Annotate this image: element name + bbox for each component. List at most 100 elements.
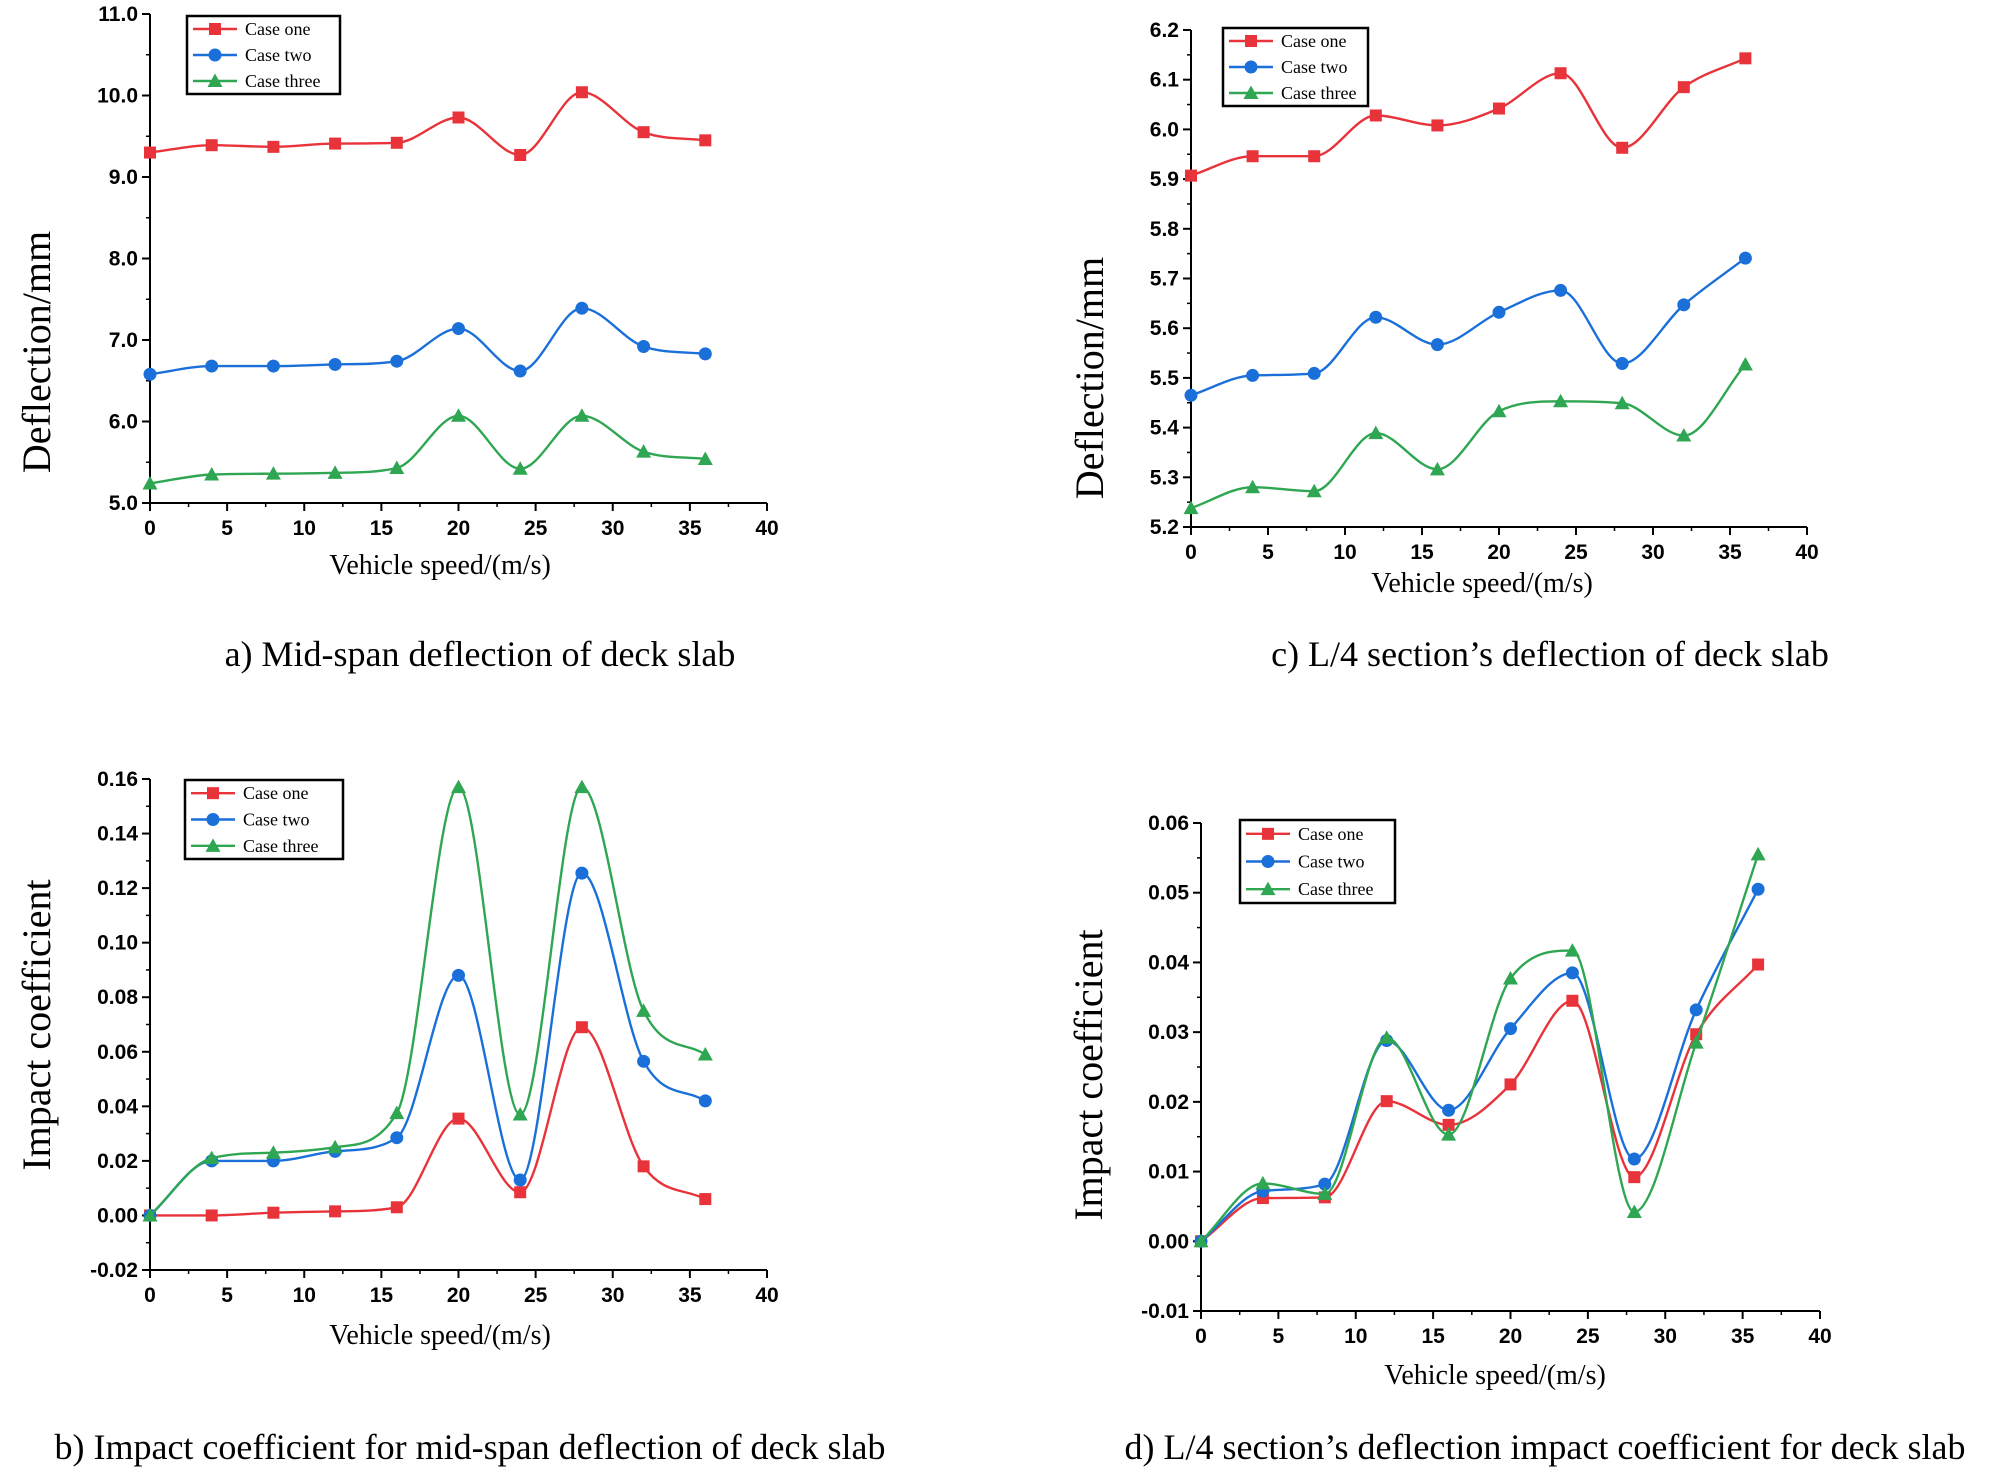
data-point-triangle: [574, 779, 590, 794]
series-case-one: [144, 1021, 712, 1222]
series-case-three: [1193, 846, 1766, 1248]
data-point-circle: [575, 866, 589, 880]
x-tick-label: 35: [678, 1284, 702, 1307]
data-point-triangle: [512, 461, 528, 475]
y-axis-title: Impact coefficient: [14, 879, 59, 1170]
data-point-circle: [1307, 366, 1321, 380]
y-tick-label: 6.0: [1150, 118, 1179, 141]
y-tick-label: 5.7: [1150, 268, 1179, 291]
series-line: [149, 414, 706, 485]
x-tick-label: 40: [755, 517, 778, 540]
x-tick-label: 35: [1731, 1325, 1755, 1348]
x-tick-label: 15: [370, 517, 394, 540]
legend-marker-square: [209, 23, 221, 35]
data-point-square: [1185, 169, 1197, 182]
data-point-triangle: [1676, 428, 1692, 442]
data-point-triangle: [697, 1047, 713, 1061]
chart-panel-c: 5.2 5.3 5.4 5.5 5.6 5.7 5.8 5.9 6.0 6.1 6.2 0 5 10 15 2…: [1067, 19, 1829, 674]
data-point-triangle: [1688, 1035, 1704, 1049]
legend: Case one Case two Case three: [183, 778, 345, 861]
legend-label: Case three: [245, 71, 320, 91]
data-point-square: [575, 1021, 588, 1034]
legend-label: Case one: [1298, 824, 1363, 844]
data-point-square: [1442, 1118, 1455, 1131]
y-tick-label: 0.10: [97, 932, 138, 955]
data-point-square: [1493, 102, 1505, 115]
data-point-triangle: [204, 1150, 220, 1165]
data-point-square: [452, 111, 465, 124]
x-tick-label: 10: [293, 1284, 316, 1307]
panel-caption: b) Impact coefficient for mid-span defle…: [54, 1427, 885, 1467]
series-case-three: [1183, 356, 1753, 515]
legend-label: Case two: [245, 45, 312, 65]
series-line: [1200, 854, 1760, 1243]
data-point-square: [1504, 1078, 1517, 1091]
x-tick-label: 15: [1421, 1325, 1445, 1348]
data-point-triangle: [1183, 500, 1199, 515]
data-point-circle: [1184, 388, 1198, 402]
y-tick-label: 5.0: [109, 492, 138, 515]
x-tick-label: 10: [1333, 541, 1356, 564]
data-point-square: [267, 140, 280, 153]
y-tick-label: 0.14: [97, 823, 138, 846]
legend-label: Case three: [1281, 83, 1356, 103]
data-point-circle: [1318, 1177, 1332, 1191]
data-point-triangle: [204, 466, 220, 481]
y-tick-label: 0.04: [97, 1095, 138, 1118]
data-point-circle: [698, 347, 712, 361]
data-point-triangle: [1317, 1186, 1333, 1200]
data-point-square: [1616, 141, 1629, 154]
data-point-square: [1554, 67, 1567, 80]
data-point-triangle: [389, 1105, 405, 1120]
data-point-square: [514, 148, 527, 161]
data-point-triangle: [327, 1139, 343, 1154]
x-tick-label: 5: [221, 1284, 233, 1307]
data-point-circle: [205, 359, 219, 373]
x-tick-label: 5: [1273, 1325, 1285, 1348]
x-tick-label: 0: [144, 517, 156, 540]
x-tick-label: 15: [370, 1284, 394, 1307]
data-point-circle: [513, 364, 527, 378]
x-tick-label: 20: [447, 1284, 470, 1307]
series-case-three: [142, 779, 713, 1222]
data-point-square: [1246, 150, 1259, 163]
x-axis-title: Vehicle speed/(m/s): [329, 550, 551, 581]
data-point-triangle: [1245, 479, 1261, 494]
data-point-triangle: [1491, 403, 1507, 418]
y-tick-label: 0.00: [1148, 1230, 1189, 1253]
x-tick-label: 35: [678, 517, 702, 540]
data-point-triangle: [327, 465, 343, 479]
y-tick-label: -0.01: [1141, 1300, 1189, 1323]
data-point-triangle: [1737, 356, 1753, 371]
data-point-square: [1566, 994, 1579, 1007]
y-tick-label: 0.16: [97, 768, 138, 791]
data-point-triangle: [1553, 393, 1569, 408]
data-point-square: [1431, 119, 1444, 132]
y-axis-title: Deflection/mm: [14, 231, 59, 473]
data-point-triangle: [1193, 1233, 1209, 1248]
legend-marker-triangle: [205, 838, 221, 852]
legend-label: Case one: [1281, 31, 1346, 51]
y-tick-label: 0.00: [97, 1204, 138, 1227]
panel-caption: a) Mid-span deflection of deck slab: [225, 634, 736, 674]
x-tick-label: 20: [447, 517, 470, 540]
data-point-circle: [1565, 966, 1579, 980]
legend: Case one Case two Case three: [185, 14, 342, 96]
x-tick-label: 30: [1641, 541, 1664, 564]
data-point-square: [1677, 81, 1690, 94]
data-point-square: [1628, 1171, 1641, 1184]
series-line: [1190, 57, 1746, 177]
data-point-circle: [1677, 298, 1691, 312]
data-point-square: [1739, 52, 1752, 65]
data-point-circle: [1615, 356, 1629, 370]
data-point-square: [144, 146, 156, 159]
series-line: [149, 90, 706, 157]
x-tick-label: 25: [524, 517, 548, 540]
panel-caption: d) L/4 section’s deflection impact coeff…: [1124, 1427, 1965, 1467]
data-point-triangle: [142, 1207, 158, 1222]
legend-marker-circle: [1261, 855, 1275, 868]
y-tick-label: 0.02: [1148, 1091, 1189, 1114]
data-point-square: [1308, 150, 1321, 163]
y-axis-title: Deflection/mm: [1067, 257, 1112, 499]
data-point-square: [390, 1201, 403, 1214]
